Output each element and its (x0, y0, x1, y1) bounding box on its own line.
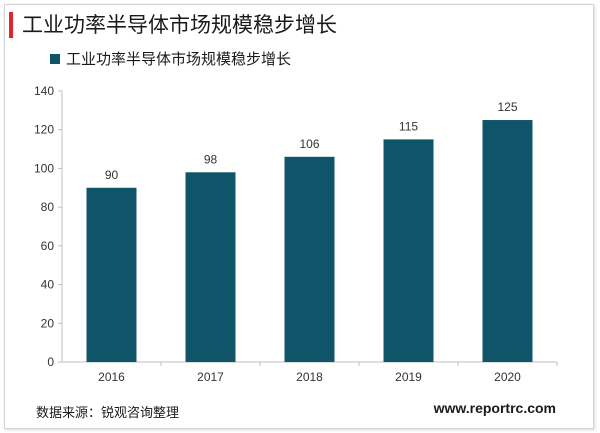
bar-2016 (86, 187, 137, 362)
y-tick-label: 100 (34, 161, 54, 175)
website-link[interactable]: www.reportrc.com (433, 400, 556, 416)
y-tick-label: 20 (41, 316, 55, 330)
x-tick-label-2017: 2017 (197, 370, 224, 384)
title-accent-bar (9, 12, 13, 38)
legend-label: 工业功率半导体市场规模稳步增长 (66, 50, 292, 68)
bar-2018 (284, 156, 335, 362)
data-label-2016: 90 (105, 168, 119, 182)
x-tick-label-2020: 2020 (494, 370, 521, 384)
bar-2020 (482, 120, 533, 363)
chart-legend: 工业功率半导体市场规模稳步增长 (50, 50, 291, 68)
data-label-2018: 106 (299, 137, 319, 151)
x-tick-label-2018: 2018 (296, 370, 323, 384)
x-tick-label-2019: 2019 (395, 370, 422, 384)
legend-swatch (50, 54, 60, 64)
data-label-2019: 115 (399, 119, 418, 133)
data-source: 数据来源：锐观咨询整理 (36, 406, 180, 421)
x-tick-label-2016: 2016 (98, 370, 125, 384)
y-tick-label: 80 (41, 200, 55, 214)
y-tick-label: 120 (34, 123, 54, 137)
data-label-2020: 125 (497, 100, 517, 114)
y-tick-label: 60 (41, 239, 55, 253)
bar-2017 (185, 172, 236, 362)
y-tick-label: 0 (47, 355, 54, 369)
data-label-2017: 98 (204, 152, 218, 166)
y-tick-label: 140 (34, 84, 54, 98)
y-tick-label: 40 (41, 278, 55, 292)
page-title: 工业功率半导体市场规模稳步增长 (22, 13, 337, 37)
bar-2019 (383, 139, 434, 362)
